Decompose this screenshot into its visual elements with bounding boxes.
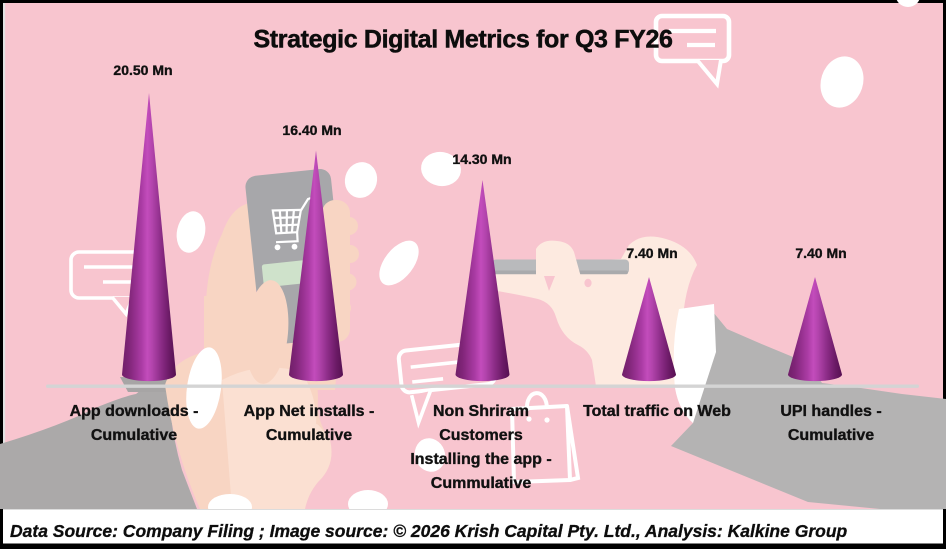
svg-text:Installing the app -: Installing the app - xyxy=(410,451,551,468)
svg-text:Strategic Digital Metrics for: Strategic Digital Metrics for Q3 FY26 xyxy=(253,26,672,54)
svg-text:16.40 Mn: 16.40 Mn xyxy=(282,122,341,138)
svg-text:Customers: Customers xyxy=(439,427,523,444)
svg-text:Data Source: Company Filing ;: Data Source: Company Filing ; Image sour… xyxy=(10,521,848,541)
svg-text:Cumulative: Cumulative xyxy=(266,427,352,444)
svg-text:Cumulative: Cumulative xyxy=(91,427,177,444)
svg-text:App downloads -: App downloads - xyxy=(70,403,199,420)
svg-text:14.30 Mn: 14.30 Mn xyxy=(452,151,511,167)
svg-text:20.50 Mn: 20.50 Mn xyxy=(113,62,172,78)
svg-text:Total traffic on Web: Total traffic on Web xyxy=(583,403,731,420)
svg-text:7.40 Mn: 7.40 Mn xyxy=(626,245,677,261)
svg-text:7.40 Mn: 7.40 Mn xyxy=(795,245,846,261)
svg-text:Cummulative: Cummulative xyxy=(431,475,532,492)
svg-text:Cumulative: Cumulative xyxy=(788,427,874,444)
svg-text:Non Shriram: Non Shriram xyxy=(433,403,529,420)
svg-text:UPI handles -: UPI handles - xyxy=(780,403,881,420)
svg-text:App Net installs -: App Net installs - xyxy=(244,403,375,420)
